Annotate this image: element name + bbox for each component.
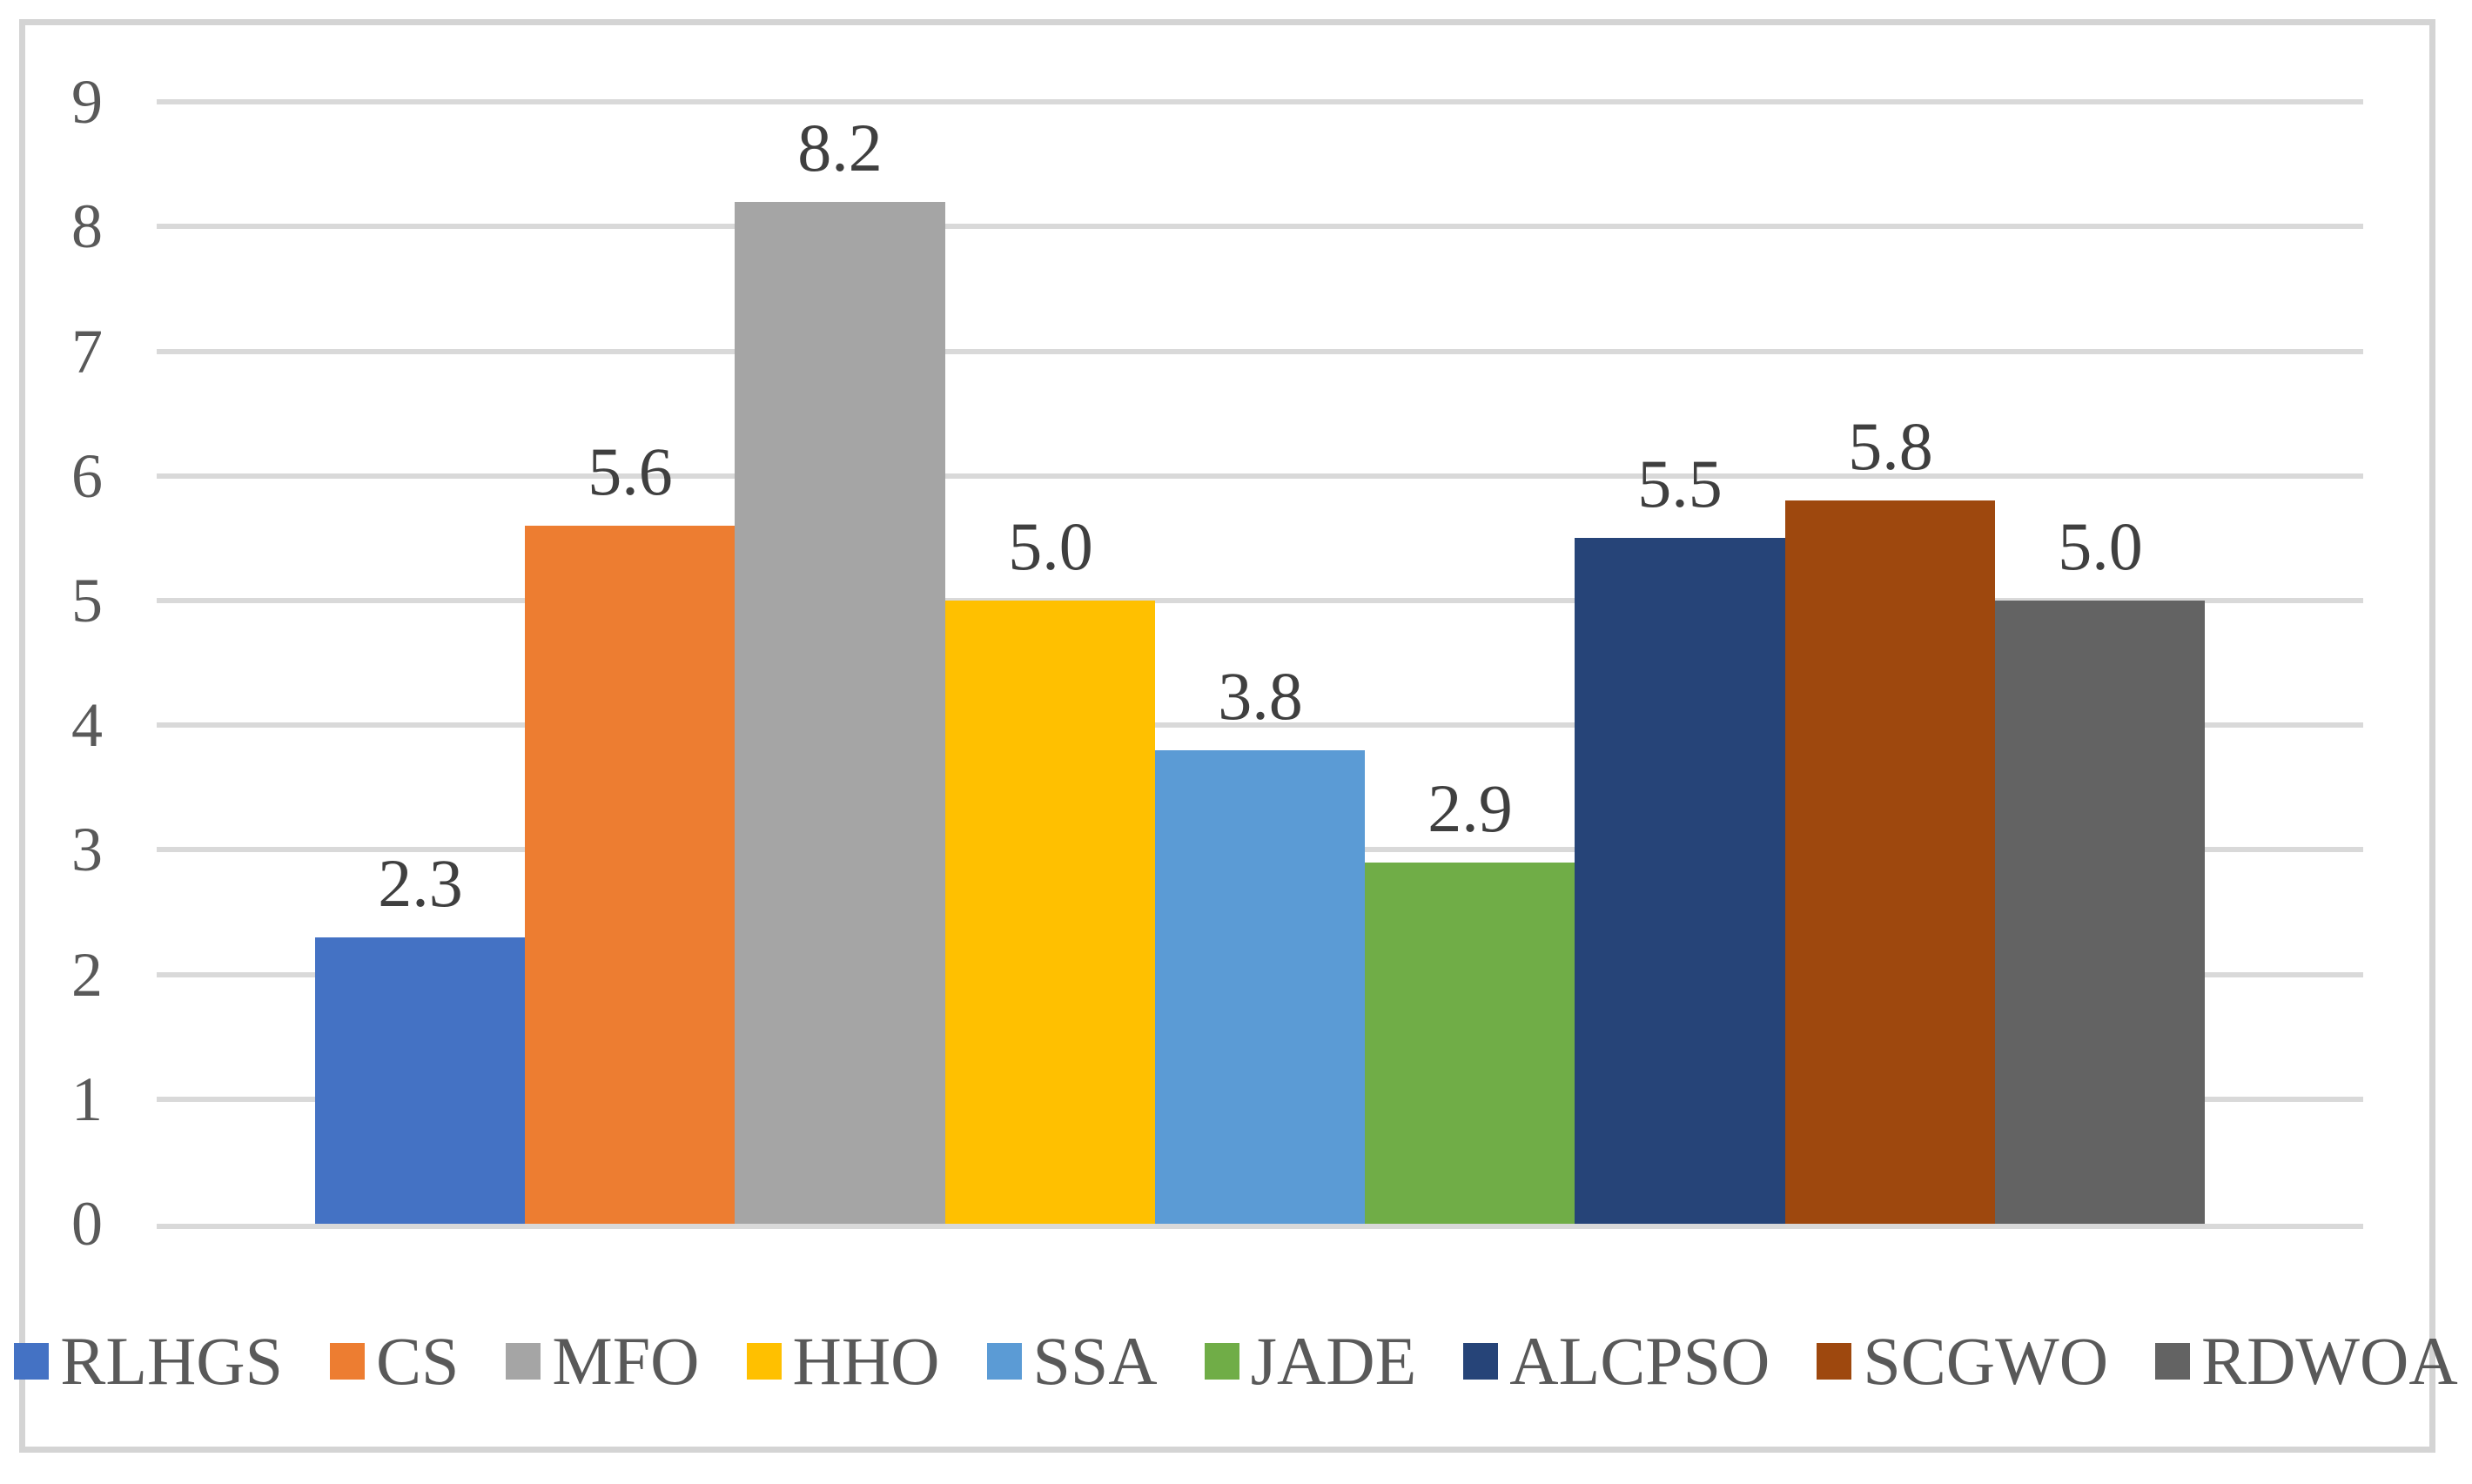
figure-border <box>19 19 2435 1453</box>
y-tick-label: 4 <box>71 690 103 761</box>
x-axis-line <box>157 1224 2363 1229</box>
gridline <box>157 99 2363 105</box>
bar-value-label: 2.9 <box>1427 770 1513 846</box>
legend-item-rlhgs: RLHGS <box>14 1325 283 1398</box>
legend-swatch-icon <box>986 1343 1022 1380</box>
legend-label: SSA <box>1032 1323 1158 1399</box>
legend-item-cs: CS <box>330 1325 459 1398</box>
legend-item-alcpso: ALCPSO <box>1463 1325 1770 1398</box>
bar-value-label: 5.5 <box>1637 446 1723 521</box>
legend-item-mfo: MFO <box>506 1323 700 1399</box>
legend-label: MFO <box>552 1323 700 1399</box>
bar-ssa <box>1155 750 1365 1224</box>
bar-hho <box>945 601 1155 1224</box>
legend-swatch-icon <box>330 1343 366 1380</box>
legend-swatch-icon <box>14 1343 50 1380</box>
legend-item-jade: JADE <box>1204 1323 1417 1399</box>
legend-item-ssa: SSA <box>986 1323 1158 1399</box>
legend-swatch-icon <box>1817 1343 1852 1380</box>
y-tick-label: 9 <box>71 67 103 138</box>
legend-label: CS <box>376 1323 460 1399</box>
legend-swatch-icon <box>1204 1343 1239 1380</box>
bar-value-label: 5.0 <box>2058 508 2143 584</box>
gridline <box>157 473 2363 479</box>
bar-value-label: 5.8 <box>1848 408 1933 484</box>
gridline <box>157 722 2363 729</box>
bar-alcpso <box>1575 538 1785 1224</box>
y-tick-label: 5 <box>71 566 103 635</box>
gridline <box>157 348 2363 354</box>
legend-swatch-icon <box>2155 1343 2191 1380</box>
legend-label: JADE <box>1250 1323 1417 1399</box>
bar-scgwo <box>1785 500 1995 1224</box>
bar-value-label: 5.0 <box>1008 508 1093 584</box>
y-tick-label: 6 <box>71 440 103 511</box>
legend-item-hho: HHO <box>746 1323 940 1399</box>
y-tick-label: 8 <box>71 191 103 262</box>
bar-rlhgs <box>315 937 525 1224</box>
bar-cs <box>525 526 735 1224</box>
bar-value-label: 3.8 <box>1218 658 1303 734</box>
legend-swatch-icon <box>506 1343 541 1380</box>
bar-jade <box>1365 863 1575 1224</box>
legend-swatch-icon <box>1463 1343 1499 1380</box>
legend-label: RLHGS <box>60 1323 284 1399</box>
gridline <box>157 224 2363 230</box>
gridline <box>157 598 2363 603</box>
legend-swatch-icon <box>746 1343 782 1380</box>
bar-value-label: 5.6 <box>588 433 673 509</box>
bar-value-label: 2.3 <box>378 845 463 921</box>
y-tick-label: 2 <box>71 939 103 1010</box>
legend-item-rdwoa: RDWOA <box>2155 1325 2458 1398</box>
y-tick-label: 3 <box>71 815 103 885</box>
legend-item-scgwo: SCGWO <box>1817 1325 2108 1398</box>
y-tick-label: 1 <box>71 1064 103 1134</box>
y-tick-label: 0 <box>71 1189 103 1259</box>
legend-label: RDWOA <box>2201 1323 2458 1399</box>
bar-mfo <box>735 202 945 1224</box>
bar-rdwoa <box>1995 601 2205 1224</box>
legend-label: HHO <box>792 1323 940 1399</box>
legend-label: SCGWO <box>1863 1323 2109 1399</box>
bar-value-label: 8.2 <box>797 110 883 185</box>
y-tick-label: 7 <box>71 316 103 386</box>
legend: RLHGS CS MFO HHO SSA JADE ALCPSO SCGWO RDWOA <box>0 1325 2472 1398</box>
legend-label: ALCPSO <box>1509 1323 1770 1399</box>
